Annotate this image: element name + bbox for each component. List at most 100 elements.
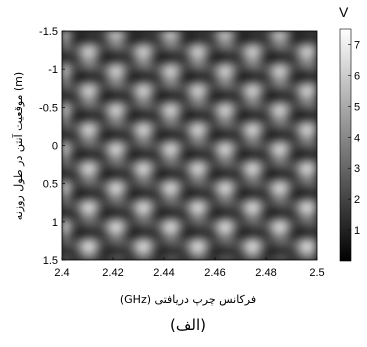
heatmap-cell [281,177,286,182]
heatmap-cell [257,125,262,131]
heatmap-cell [229,200,234,206]
heatmap-cell [265,181,270,186]
heatmap-cell [269,50,274,56]
heatmap-cell [65,161,71,166]
heatmap-cell [117,244,123,249]
heatmap-cell [169,244,175,249]
heatmap-cell [273,125,278,131]
heatmap-cell [101,153,107,158]
heatmap-cell [69,216,75,222]
heatmap-cell [161,145,167,151]
heatmap-cell [121,98,127,103]
heatmap-cell [277,232,282,237]
heatmap-cell [93,74,99,79]
heatmap-cell [193,244,199,249]
heatmap-cell [113,232,119,237]
heatmap-cell [181,173,187,178]
heatmap-cell [157,236,163,241]
heatmap-cell [261,58,266,64]
heatmap-cell [109,54,115,60]
heatmap-cell [205,145,211,151]
heatmap-cell [193,157,199,162]
heatmap-cell [73,46,79,52]
heatmap-cell [141,173,147,178]
heatmap-cell [153,121,159,127]
heatmap-cell [209,173,214,178]
heatmap-cell [205,232,211,237]
heatmap-cell [261,74,266,79]
heatmap-cell [217,173,222,178]
heatmap-cell [293,192,298,198]
heatmap-cell [225,78,230,83]
heatmap-cell [97,161,103,166]
heatmap-cell [197,74,203,79]
heatmap-cell [161,129,167,135]
heatmap-cell [113,133,119,139]
y-tick-label: -0.5 [39,102,58,114]
heatmap-cell [225,129,230,135]
heatmap-cell [93,157,99,162]
heatmap-cell [201,240,207,245]
heatmap-cell [293,121,298,127]
heatmap-cell [169,66,175,72]
heatmap-cell [301,177,306,182]
heatmap-cell [313,125,317,131]
heatmap-cell [257,216,262,222]
heatmap-cell [309,137,314,143]
heatmap-cell [265,102,270,107]
heatmap-cell [62,224,67,230]
heatmap-cell [69,196,75,202]
heatmap-cell [309,177,314,182]
heatmap-cell [289,161,294,166]
heatmap-cell [273,90,278,95]
heatmap-cell [237,181,242,186]
heatmap-cell [153,58,159,64]
heatmap-cell [309,58,314,64]
heatmap-cell [101,106,107,111]
heatmap-cell [305,145,310,151]
heatmap-cell [137,82,143,87]
heatmap-cell [89,102,95,107]
heatmap-cell [189,161,195,166]
heatmap-cell [153,220,159,226]
heatmap-cell [249,129,254,135]
heatmap-cell [313,106,317,111]
heatmap-cell [257,145,262,151]
heatmap-cell [261,109,266,115]
heatmap-cell [173,149,179,154]
heatmap-cell [177,62,183,68]
heatmap-cell [137,216,143,222]
heatmap-cell [101,192,107,198]
heatmap-cell [293,173,298,178]
heatmap-cell [313,173,317,178]
heatmap-cell [281,70,286,76]
heatmap-cell [129,121,135,127]
heatmap-cell [241,78,246,83]
heatmap-cell [285,74,290,79]
heatmap-cell [169,109,175,115]
heatmap-cell [141,141,147,147]
heatmap-cell [229,94,234,99]
heatmap-cell [197,248,203,253]
heatmap-cell [117,78,123,83]
heatmap-cell [133,192,139,198]
heatmap-cell [241,212,246,218]
heatmap-cell [137,70,143,76]
heatmap-cell [165,113,171,119]
heatmap-cell [65,82,71,87]
heatmap-cell [237,106,242,111]
heatmap-cell [185,113,191,119]
heatmap-cell [237,216,242,222]
heatmap-cell [205,196,211,202]
heatmap-cell [233,141,238,147]
heatmap-cell [105,90,111,95]
heatmap-cell [225,236,230,241]
heatmap-cell [217,236,222,241]
heatmap-cell [289,177,294,182]
heatmap-cell [157,42,163,48]
heatmap-cell [73,216,79,222]
heatmap-cell [273,184,278,190]
heatmap-cell [293,188,298,194]
heatmap-cell [201,66,207,72]
heatmap-cell [189,78,195,83]
